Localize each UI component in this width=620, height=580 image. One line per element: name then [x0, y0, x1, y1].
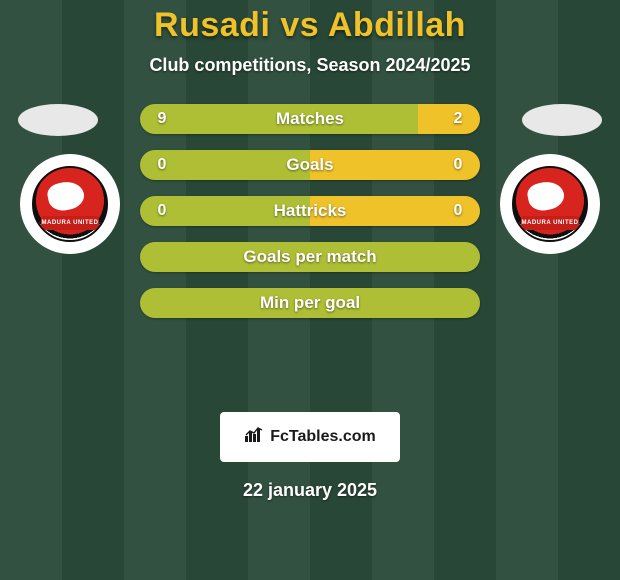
- club-crest-left: MADURA UNITED: [20, 154, 120, 254]
- date-line: 22 january 2025: [0, 480, 620, 501]
- stat-bar-goals: Goals00: [140, 150, 480, 180]
- crest-graphic: MADURA UNITED: [32, 166, 108, 242]
- stat-bar-mpg: Min per goal: [140, 288, 480, 318]
- stat-bar-gpm: Goals per match: [140, 242, 480, 272]
- branding-text: FcTables.com: [270, 428, 376, 446]
- comparison-body: MADURA UNITED MADURA UNITED Matches92Goa…: [0, 104, 620, 404]
- crest-banner-right: MADURA UNITED: [521, 216, 579, 230]
- player-avatar-right: [522, 104, 602, 136]
- stat-value-left: 0: [142, 150, 182, 180]
- stat-value-left: 9: [142, 104, 182, 134]
- page-subtitle: Club competitions, Season 2024/2025: [0, 55, 620, 76]
- stat-seg-left: [140, 242, 480, 272]
- club-crest-right: MADURA UNITED: [500, 154, 600, 254]
- stat-value-right: 0: [438, 196, 478, 226]
- branding-badge: FcTables.com: [220, 412, 400, 462]
- bar-chart-icon: [244, 426, 266, 449]
- crest-graphic: MADURA UNITED: [512, 166, 588, 242]
- stat-bar-hattricks: Hattricks00: [140, 196, 480, 226]
- page-title: Rusadi vs Abdillah: [0, 6, 620, 45]
- crest-banner-left: MADURA UNITED: [41, 216, 99, 230]
- stat-value-right: 2: [438, 104, 478, 134]
- comparison-card: Rusadi vs Abdillah Club competitions, Se…: [0, 0, 620, 501]
- stat-seg-left: [140, 288, 480, 318]
- stat-value-right: 0: [438, 150, 478, 180]
- player-avatar-left: [18, 104, 98, 136]
- stat-value-left: 0: [142, 196, 182, 226]
- stat-bars: Matches92Goals00Hattricks00Goals per mat…: [140, 104, 480, 334]
- stat-bar-matches: Matches92: [140, 104, 480, 134]
